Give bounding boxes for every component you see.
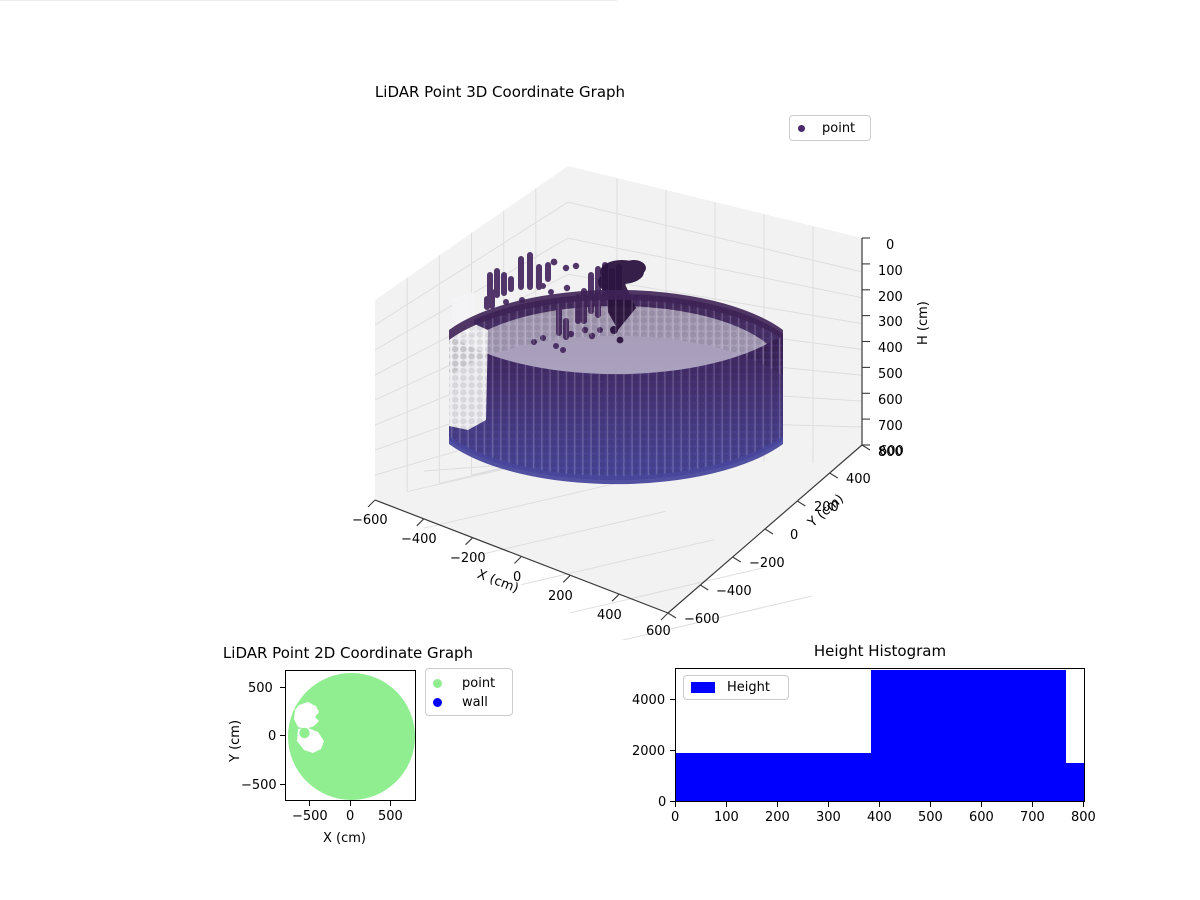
legend-swatch-height xyxy=(691,682,715,693)
hist-bar-1 xyxy=(871,670,1066,801)
xhist-tickmark-0 xyxy=(675,802,677,807)
xhist-tickmark-500 xyxy=(930,802,932,807)
yhist-tick-0: 0 xyxy=(658,795,667,810)
xhist-tick-6: 600 xyxy=(969,810,994,825)
lidar-3d-canvas xyxy=(0,0,871,640)
x-tick-5: 400 xyxy=(597,608,622,623)
height-histogram-legend[interactable]: Height xyxy=(683,675,789,700)
xhist-tick-3: 300 xyxy=(816,810,841,825)
xhist-tick-5: 500 xyxy=(918,810,943,825)
y-tick-2: −200 xyxy=(749,556,785,571)
y-tick-5: 400 xyxy=(846,472,871,487)
xhist-tick-4: 400 xyxy=(867,810,892,825)
x-tick-2: −200 xyxy=(450,551,486,566)
z-tick-8: 800 xyxy=(878,445,903,460)
xhist-tick-2: 200 xyxy=(765,810,790,825)
xhist-tick-0: 0 xyxy=(671,810,680,825)
y-tick-1: −400 xyxy=(716,584,752,599)
yhist-tick-2: 4000 xyxy=(632,693,666,708)
z-tick-1: 100 xyxy=(878,264,903,279)
xhist-tickmark-400 xyxy=(879,802,881,807)
lidar-3d-panel: LiDAR Point 3D Coordinate Graph point xyxy=(0,0,931,640)
y2d-tick-2: −500 xyxy=(241,778,277,793)
y2d-tick-0: 500 xyxy=(248,681,273,696)
yhist-tick-1: 2000 xyxy=(632,744,666,759)
x-axis-ticks xyxy=(367,499,669,621)
lidar-3d-legend[interactable]: point xyxy=(789,115,871,141)
x-tick-1: −400 xyxy=(401,532,437,547)
shadow-region-upper xyxy=(294,702,319,729)
z-tick-7: 700 xyxy=(878,419,903,434)
x-tick-4: 200 xyxy=(548,589,573,604)
x2d-tickmark-0 xyxy=(350,801,352,806)
x2d-tickmark-neg500 xyxy=(309,801,311,806)
xhist-tick-1: 100 xyxy=(714,810,739,825)
legend-row-point: point xyxy=(433,674,505,693)
xhist-tickmark-600 xyxy=(981,802,983,807)
y2d-tick-1: 0 xyxy=(268,729,277,744)
lidar-2d-canvas xyxy=(288,673,415,800)
hist-bar-0 xyxy=(676,753,871,801)
legend-marker-wall xyxy=(433,698,442,707)
z-axis-label: H (cm) xyxy=(916,301,931,345)
y-axis-ticks xyxy=(667,444,871,619)
y2d-tickmark-500 xyxy=(280,687,285,689)
xhist-tickmark-100 xyxy=(726,802,728,807)
z-tick-3: 300 xyxy=(878,315,903,330)
x2d-tick-2: 500 xyxy=(378,809,403,824)
y2d-tickmark-0 xyxy=(280,735,285,737)
legend-label-height: Height xyxy=(727,680,770,695)
y2d-axis-label: Y (cm) xyxy=(228,719,243,762)
xhist-tick-7: 700 xyxy=(1020,810,1045,825)
xhist-tickmark-700 xyxy=(1032,802,1034,807)
z-tick-6: 600 xyxy=(878,393,903,408)
height-histogram-panel: Height Histogram Height 0 2000 4000 0 10… xyxy=(600,630,1160,880)
legend-label-point: point xyxy=(822,120,856,136)
legend-row-wall: wall xyxy=(433,693,505,712)
yhist-tickmark-4000 xyxy=(670,699,675,701)
z-tick-4: 400 xyxy=(878,341,903,356)
legend-marker-point xyxy=(433,679,442,688)
z-tick-2: 200 xyxy=(878,290,903,305)
xhist-tickmark-800 xyxy=(1083,802,1085,807)
y2d-tickmark-neg500 xyxy=(280,784,285,786)
grid-xy-2 xyxy=(423,482,813,640)
hist-bar-2 xyxy=(1066,763,1084,801)
x2d-tick-1: 0 xyxy=(346,809,355,824)
y-tick-0: −600 xyxy=(684,612,720,627)
x2d-tick-0: −500 xyxy=(292,809,328,824)
z-axis-ticks xyxy=(862,237,870,446)
lidar-2d-panel: LiDAR Point 2D Coordinate Graph point wa… xyxy=(180,630,560,880)
z-tick-5: 500 xyxy=(878,367,903,382)
lidar-2d-legend[interactable]: point wall xyxy=(425,668,513,716)
x2d-axis-label: X (cm) xyxy=(323,831,366,846)
wall-marker xyxy=(299,727,310,739)
xhist-tickmark-200 xyxy=(777,802,779,807)
point-cloud-disc xyxy=(288,673,415,800)
lidar-2d-title: LiDAR Point 2D Coordinate Graph xyxy=(222,644,474,662)
x-tick-3: 0 xyxy=(513,570,522,585)
x-tick-6: 600 xyxy=(646,624,671,639)
yhist-tickmark-0 xyxy=(670,801,675,803)
height-histogram-title: Height Histogram xyxy=(813,642,947,660)
pane-xy xyxy=(375,445,862,613)
xhist-tick-8: 800 xyxy=(1071,810,1096,825)
y-tick-4: 200 xyxy=(814,500,839,515)
legend-label-wall: wall xyxy=(462,695,488,710)
xhist-tickmark-300 xyxy=(828,802,830,807)
x-tick-0: −600 xyxy=(352,513,388,528)
z-tick-0: 0 xyxy=(886,238,895,253)
legend-marker-point xyxy=(798,124,805,132)
y-tick-3: 0 xyxy=(790,528,799,543)
yhist-tickmark-2000 xyxy=(670,750,675,752)
y-tick-6: 600 xyxy=(879,444,904,459)
lidar-3d-title: LiDAR Point 3D Coordinate Graph xyxy=(374,83,626,101)
legend-label-point: point xyxy=(462,676,496,691)
lidar-2d-plot-area xyxy=(285,670,416,801)
lidar-pointcloud xyxy=(449,252,783,485)
x2d-tickmark-500 xyxy=(390,801,392,806)
